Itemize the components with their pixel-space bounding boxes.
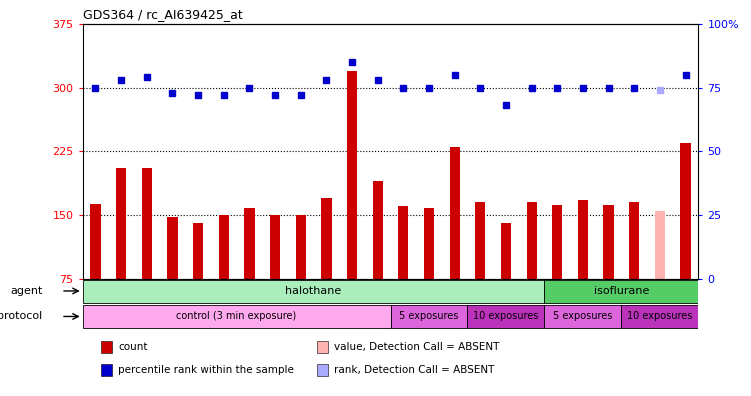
Bar [604,205,614,279]
Bar [317,364,327,377]
Bar [544,305,622,328]
Text: halothane: halothane [285,286,342,296]
Bar [116,168,126,279]
Bar [83,305,391,328]
Text: 10 exposures: 10 exposures [627,312,692,322]
Text: agent: agent [11,286,43,296]
Bar [629,202,639,279]
Bar [372,181,383,279]
Bar [526,202,537,279]
Text: protocol: protocol [0,312,43,322]
Bar [244,208,255,279]
Bar [398,206,409,279]
Bar [193,223,204,279]
Text: count: count [119,342,148,352]
Bar [544,280,698,303]
Bar [347,70,357,279]
Text: 10 exposures: 10 exposures [473,312,538,322]
Bar [680,143,691,279]
Bar [101,341,112,353]
Bar [501,223,511,279]
Text: GDS364 / rc_AI639425_at: GDS364 / rc_AI639425_at [83,8,243,21]
Text: 5 exposures: 5 exposures [400,312,459,322]
Bar [622,305,698,328]
Bar [167,217,177,279]
Bar [450,147,460,279]
Bar [142,168,152,279]
Bar [101,364,112,377]
Bar [90,204,101,279]
Text: percentile rank within the sample: percentile rank within the sample [119,365,294,375]
Bar [270,215,280,279]
Bar [424,208,434,279]
Bar [219,215,229,279]
Bar [655,211,665,279]
Text: value, Detection Call = ABSENT: value, Detection Call = ABSENT [334,342,499,352]
Text: control (3 min exposure): control (3 min exposure) [176,312,297,322]
Bar [321,198,331,279]
Text: 5 exposures: 5 exposures [553,312,613,322]
Text: rank, Detection Call = ABSENT: rank, Detection Call = ABSENT [334,365,494,375]
Text: isoflurane: isoflurane [594,286,649,296]
Bar [552,205,562,279]
Bar [296,215,306,279]
Bar [578,200,588,279]
Bar [391,305,467,328]
Bar [317,341,327,353]
Bar [475,202,485,279]
Bar [83,280,544,303]
Bar [468,305,544,328]
